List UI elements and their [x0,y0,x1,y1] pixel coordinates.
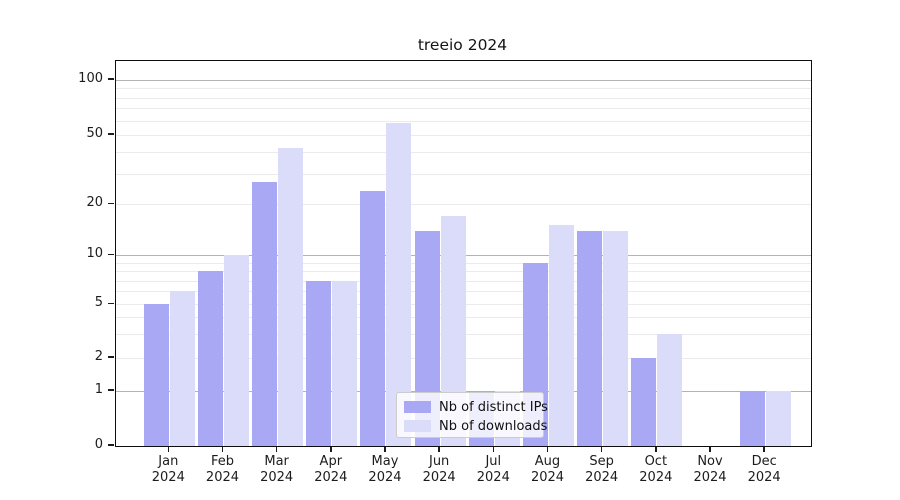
x-tick-mark-sep [600,447,603,452]
y-tick-mark-0 [108,444,114,446]
y-tick-label-0: 0 [94,437,103,452]
bar-aug-downloads [548,225,574,446]
x-tick-month-mar: Mar [264,454,289,469]
x-tick-label-jun: Jun 2024 [411,454,467,486]
legend-item-distinct-ips: Nb of distinct IPs [404,398,548,416]
minor-gridline-70 [116,108,811,110]
minor-gridline-20 [116,204,811,206]
y-tick-label-10: 10 [86,246,103,262]
x-tick-mark-dec [763,447,765,452]
x-tick-label-aug: Aug 2024 [519,454,575,486]
x-tick-month-oct: Oct [644,454,668,469]
y-tick-mark-20 [108,202,114,205]
minor-gridline-30 [116,173,811,175]
x-tick-mark-feb [221,447,224,452]
major-gridline-100 [116,80,811,81]
x-tick-year-sep: 2024 [585,470,619,485]
legend-item-downloads: Nb of downloads [404,417,547,435]
x-tick-month-dec: Dec [751,454,777,469]
x-tick-year-aug: 2024 [530,470,565,485]
x-tick-month-nov: Nov [697,454,723,469]
y-tick-label-50: 50 [86,126,103,141]
x-tick-label-nov: Nov 2024 [682,454,738,486]
minor-gridline-80 [116,97,811,99]
minor-gridline-90 [116,88,811,90]
x-tick-mark-oct [655,447,657,452]
minor-gridline-60 [116,120,811,122]
x-tick-label-may: May 2024 [357,454,413,486]
x-tick-label-jul: Jul 2024 [465,454,521,486]
bar-may-ips [360,190,386,446]
x-tick-year-dec: 2024 [747,470,781,485]
bar-oct-ips [631,358,657,446]
y-tick-mark-10 [108,253,114,256]
x-tick-label-feb: Feb 2024 [194,454,250,486]
minor-gridline-50 [116,135,811,136]
plot-area [115,60,812,447]
x-tick-label-oct: Oct 2024 [628,454,684,486]
bar-dec-ips [739,391,765,446]
x-tick-mark-apr [330,447,332,452]
y-tick-label-100: 100 [78,71,103,86]
x-tick-month-aug: Aug [534,454,561,469]
x-tick-mark-jun [438,447,440,452]
x-tick-label-sep: Sep 2024 [574,454,630,486]
y-tick-label-2: 2 [94,349,103,364]
x-tick-year-mar: 2024 [260,470,294,485]
x-tick-year-nov: 2024 [693,470,727,485]
x-tick-mark-may [384,447,386,452]
x-tick-year-jan: 2024 [151,470,185,485]
bar-oct-downloads [657,334,683,446]
x-tick-year-feb: 2024 [205,470,240,485]
x-tick-label-jan: Jan 2024 [140,454,196,486]
y-tick-label-20: 20 [86,195,103,211]
x-tick-month-feb: Feb [210,454,234,469]
x-tick-year-jul: 2024 [476,470,510,485]
x-tick-month-jan: Jan [158,454,179,469]
bar-sep-downloads [603,230,629,446]
x-tick-year-apr: 2024 [314,470,348,485]
bar-apr-downloads [332,280,358,446]
legend-swatch-distinct-ips [404,401,431,413]
x-tick-mark-jul [492,447,495,452]
bar-mar-ips [252,181,278,446]
x-tick-month-jun: Jun [428,454,450,469]
x-tick-year-jun: 2024 [422,470,456,485]
chart-title: treeio 2024 [417,36,508,54]
x-tick-label-mar: Mar 2024 [249,454,305,486]
minor-gridline-40 [116,151,811,153]
legend-label-distinct-ips: Nb of distinct IPs [439,399,548,415]
y-tick-label-1: 1 [94,382,103,397]
y-tick-label-5: 5 [94,295,103,311]
y-tick-mark-2 [108,356,114,358]
bar-jan-downloads [169,291,195,446]
y-tick-mark-100 [108,78,114,80]
x-tick-mark-mar [275,447,278,452]
x-tick-mark-aug [546,447,549,452]
legend: Nb of distinct IPs Nb of downloads [396,392,548,438]
x-tick-month-jul: Jul [485,454,502,469]
bar-feb-downloads [223,255,249,446]
x-tick-month-apr: Apr [319,454,343,469]
y-tick-mark-5 [108,302,114,305]
bar-mar-downloads [278,148,304,446]
bar-sep-ips [577,230,603,446]
y-tick-mark-50 [108,133,114,135]
legend-label-downloads: Nb of downloads [439,418,548,434]
x-tick-label-dec: Dec 2024 [736,454,792,486]
bar-dec-downloads [765,391,791,446]
x-tick-year-oct: 2024 [639,470,673,485]
legend-swatch-downloads [404,420,431,432]
x-tick-month-may: May [371,454,399,469]
bar-feb-ips [197,271,223,446]
x-tick-mark-nov [709,447,711,452]
bar-jan-ips [143,304,169,446]
y-tick-mark-1 [108,389,114,391]
bar-apr-ips [306,280,332,446]
x-tick-mark-jan [167,447,170,452]
x-tick-year-may: 2024 [368,470,402,485]
x-tick-month-sep: Sep [589,454,614,469]
x-tick-label-apr: Apr 2024 [303,454,359,486]
